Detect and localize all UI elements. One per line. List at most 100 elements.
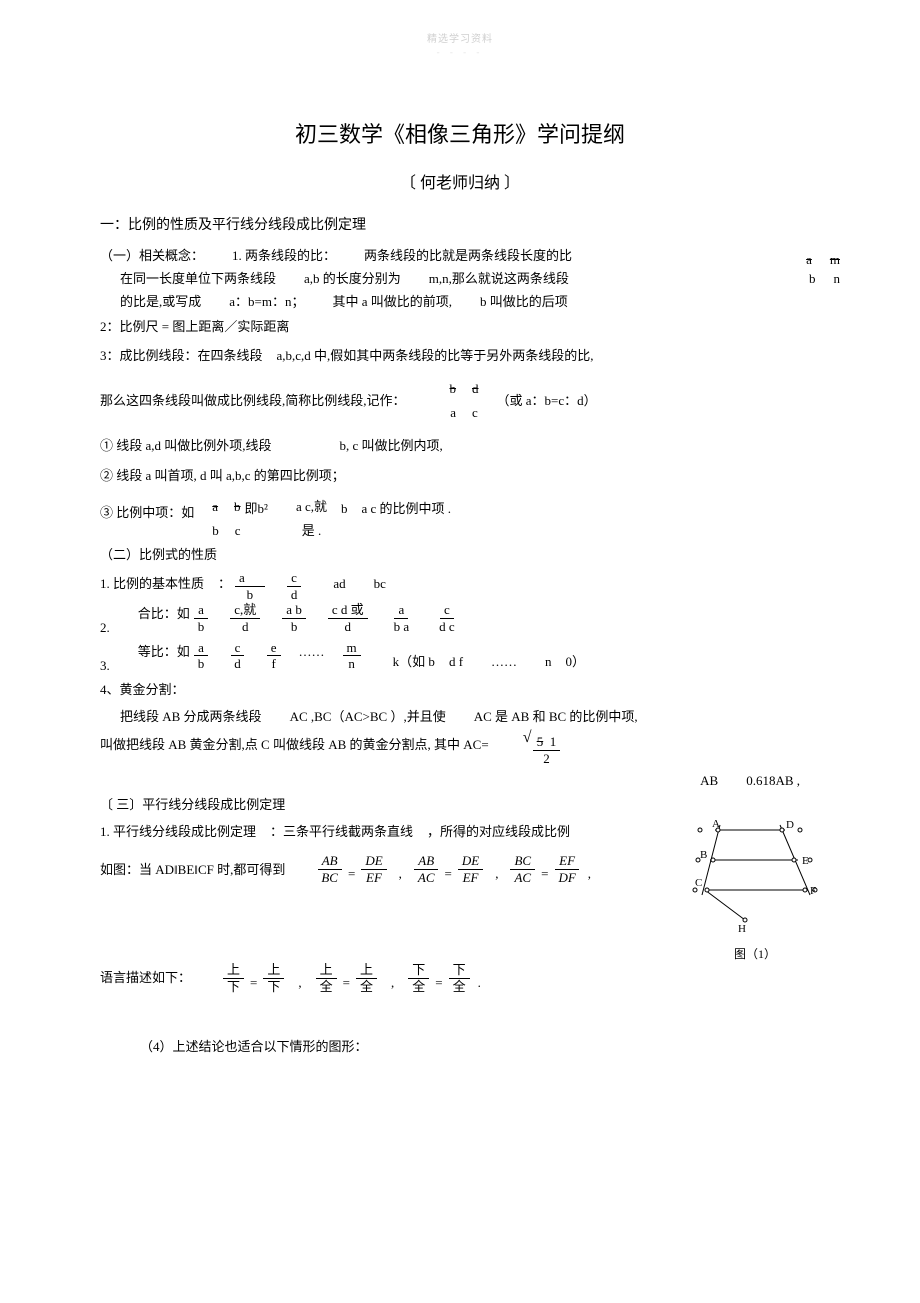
sqrt5: 5 — [537, 734, 544, 749]
f22-dc: d c — [439, 619, 455, 634]
para-3-3: 语言描述如下： 上 下 = 上 下 , 上 全 = 上 全 , 下 全 = 下 … — [100, 962, 820, 994]
para-3-2: 如图：当 AD‖BE‖CF 时,都可得到 AB BC = DE EF , AB … — [100, 853, 680, 885]
para-1-8: ② 线段 a 叫首项, d 叫 a,b,c 的第四比例项； — [100, 463, 820, 489]
fig-E: E — [802, 855, 809, 867]
frac-2-2-5: a b a — [390, 602, 414, 634]
text-3-2: 如图：当 AD‖BE‖CF 时,都可得到 — [100, 858, 285, 881]
f22-ba: b a — [394, 619, 410, 634]
frac-DE-EF: DE EF — [361, 853, 386, 885]
text-2-1-colon: ： — [218, 570, 231, 595]
text-3-3: 语言描述如下： — [100, 966, 191, 989]
f21-b: b — [247, 587, 254, 602]
fig-F: F — [810, 885, 816, 897]
section-2-heading: （二）比例式的性质 — [100, 542, 820, 568]
frac-2-3-2: c d — [230, 640, 245, 672]
text-1-9-shi: 是 . — [302, 519, 322, 542]
cn-shang4: 上 — [356, 962, 377, 979]
frac-2-1: a b — [235, 570, 265, 602]
text-1-9-ac: a c,就 — [296, 495, 327, 518]
f22-c2: c — [444, 602, 450, 617]
f23-n: n — [348, 656, 355, 671]
frac-cn-3: 上 全 — [316, 962, 337, 994]
frac-bd-ac: bd ac — [450, 377, 479, 424]
text-2-2a: 合比：如 — [138, 602, 190, 625]
cn-shang1: 上 — [223, 962, 244, 979]
para-1-4: 2：比例尺 = 图上距离／实际距离 — [100, 314, 820, 340]
f21-d: d — [291, 587, 298, 602]
watermark-dashes: - - - - — [100, 47, 820, 57]
cn-quan1: 全 — [316, 979, 337, 995]
frac-2-2-1: a b — [194, 602, 209, 634]
comma-cn1: , — [288, 971, 311, 994]
f22-d: d — [242, 619, 249, 634]
text-1-3c: 其中 a 叫做比的前项, — [332, 290, 452, 313]
watermark-text: 精选学习资料 — [100, 30, 820, 45]
text-2-3-n2: n — [545, 640, 552, 673]
text-2-1: 1. 比例的基本性质 — [100, 570, 204, 595]
text-2-3-tail: d f — [449, 640, 463, 673]
text-2-3: 3. — [100, 640, 110, 677]
frac-2-3-4: m n — [343, 640, 361, 672]
n-DE2: DE — [458, 853, 483, 870]
f-b: b — [234, 495, 241, 518]
frac-cn-6: 下 全 — [449, 962, 470, 994]
f22-ab: a b — [286, 602, 302, 617]
f23-b: b — [198, 656, 205, 671]
period-cn: . — [474, 971, 485, 994]
text-1-3d: b 叫做比的后项 — [480, 290, 568, 313]
eq1: = — [346, 862, 357, 885]
frac-cn-2: 上 下 — [263, 962, 284, 994]
text-2-3-zero: 0） — [566, 640, 586, 673]
f22-cd: c d 或 — [332, 602, 364, 617]
text-1-6: 那么这四条线段叫做成比例线段,简称比例线段,记作： — [100, 389, 406, 412]
fig-H: H — [738, 923, 746, 935]
cn-xia4: 下 — [449, 962, 470, 979]
fig-B: B — [700, 849, 707, 861]
eq3: = — [539, 862, 550, 885]
para-1-5: 3：成比例线段：在四条线段 a,b,c,d 中,假如其中两条线段的比等于另外两条… — [100, 344, 820, 367]
para-3-4: （4）上述结论也适合以下情形的图形： — [100, 1034, 820, 1060]
label-1-1b: 1. 两条线段的比： — [232, 244, 336, 267]
frac-ab-bc: ab bc — [212, 495, 240, 542]
d-EF: EF — [362, 870, 386, 886]
f23-d: d — [234, 656, 241, 671]
text-1-3b: a：b=m：n； — [229, 290, 304, 313]
para-2-4d: 叫做把线段 AB 黄金分割,点 C 叫做线段 AB 的黄金分割点, 其中 AC=… — [100, 728, 820, 760]
text-3-1c: ，所得的对应线段成比例 — [427, 820, 570, 843]
comma-cn2: , — [381, 971, 404, 994]
frac-AB-AC: AB AC — [414, 853, 439, 885]
label-1-1: （一）相关概念： — [100, 244, 204, 267]
frac-BC-AC: BC AC — [510, 853, 535, 885]
para-2-1: 1. 比例的基本性质 ： a b c d ad bc — [100, 570, 820, 602]
cn-xia3: 下 — [408, 962, 429, 979]
eq-cn3: = — [433, 971, 444, 994]
frac-2-2-4: c d 或 d — [328, 602, 368, 634]
n-DE: DE — [361, 853, 386, 870]
frac-2-1b: c d — [287, 570, 302, 602]
text-2-4e: AB — [700, 769, 718, 792]
frac-b2: b — [450, 377, 457, 400]
text-1-9-ac3: a c 的比例中项 . — [362, 495, 452, 520]
section-1-heading: 一：比例的性质及平行线分线段成比例定理 — [100, 213, 820, 240]
n-EF: EF — [555, 853, 579, 870]
frac-2-3-3: e f — [267, 640, 281, 672]
text-1-6-or: （或 a：b=c：d） — [497, 389, 597, 412]
para-2-3: 3. 等比：如 a b c d e f …… m n k（如 b d f …… … — [100, 640, 820, 677]
frac-cn-4: 上 全 — [356, 962, 377, 994]
text-2-3a: 等比：如 — [138, 640, 190, 663]
para-2-4e: AB 0.618AB , — [100, 769, 820, 792]
n-BC: BC — [510, 853, 535, 870]
text-1-5b: a,b,c,d 中,假如其中两条线段的比等于另外两条线段的比, — [277, 344, 594, 367]
frac-2-2-2: c,就 d — [230, 602, 260, 634]
text-1-3a: 的比是,或写成 — [100, 290, 201, 313]
text-2-4a: 把线段 AB 分成两条线段 — [100, 705, 262, 728]
cn-quan3: 全 — [408, 979, 429, 995]
para-1-1: （一）相关概念： 1. 两条线段的比： 两条线段的比就是两条线段长度的比 a m — [100, 244, 820, 267]
text-2-3-dots: …… — [299, 640, 325, 663]
para-1-6: 那么这四条线段叫做成比例线段,简称比例线段,记作： bd ac （或 a：b=c… — [100, 377, 820, 424]
text-2-1-bc: bc — [374, 570, 386, 595]
n-AB2: AB — [414, 853, 438, 870]
para-2-2: 2. 合比：如 a b c,就 d a b b c d 或 d a b a c — [100, 602, 820, 639]
comma1: , — [391, 862, 410, 885]
frac-AB-BC: AB BC — [317, 853, 342, 885]
